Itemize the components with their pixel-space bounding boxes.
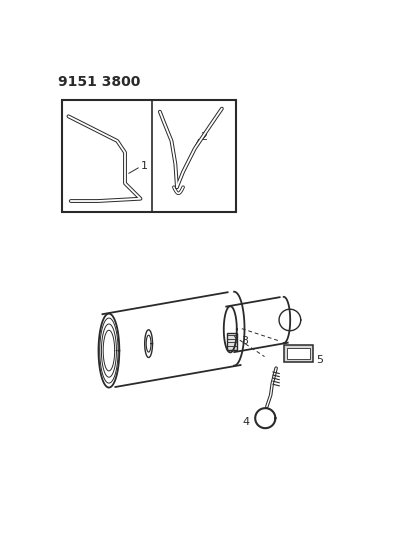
Bar [284,345,313,362]
Text: 2: 2 [200,132,207,142]
Text: 5: 5 [316,354,323,365]
Bar [62,100,236,212]
FancyBboxPatch shape [226,333,238,350]
Text: 9151 3800: 9151 3800 [58,75,140,88]
Text: 3: 3 [241,336,248,346]
Bar [287,348,310,359]
Text: 4: 4 [242,417,249,427]
Text: 1: 1 [141,160,148,171]
